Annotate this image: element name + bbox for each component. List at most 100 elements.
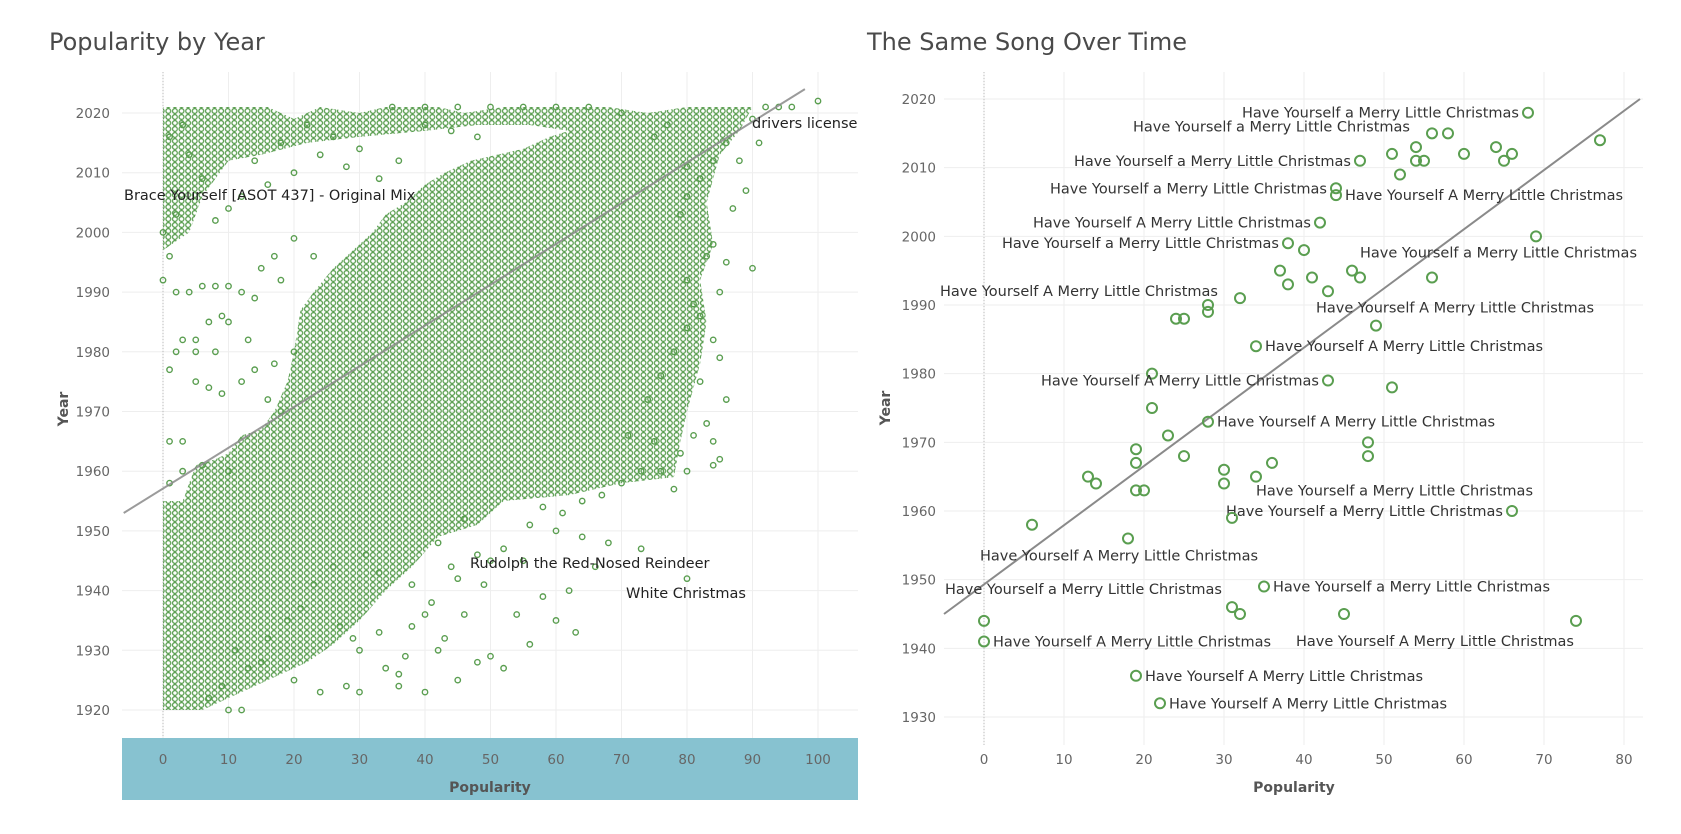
x-tick-label: 40 <box>1295 752 1312 768</box>
data-point <box>519 557 527 565</box>
data-point <box>618 479 625 487</box>
data-point <box>441 634 449 642</box>
data-point <box>1490 141 1502 154</box>
data-point <box>1090 477 1102 490</box>
data-point <box>670 485 678 493</box>
data-point <box>1386 381 1398 394</box>
y-tick-label: 1980 <box>902 367 936 383</box>
data-point <box>382 664 390 672</box>
data-point <box>257 658 265 666</box>
data-point <box>166 133 173 141</box>
data-point <box>205 694 213 702</box>
data-point <box>316 688 324 696</box>
data-point <box>1426 127 1438 140</box>
data-point <box>185 151 193 159</box>
data-point <box>192 336 200 344</box>
data-point <box>1306 271 1318 284</box>
data-point <box>329 133 337 141</box>
y-tick-label: 2010 <box>902 161 936 177</box>
data-point <box>480 581 488 589</box>
data-point <box>618 109 625 117</box>
scatter-chart-popularity-by-year: 0 10 20 30 40 50 60 70 80 90 100 1920 1930 1940 1950 19… <box>56 72 858 800</box>
data-point <box>1346 264 1358 277</box>
data-point <box>1282 237 1294 250</box>
point-label: Have Yourself a Merry Little Christmas <box>1273 580 1550 596</box>
data-point <box>729 205 737 212</box>
data-point <box>1370 319 1382 332</box>
data-point <box>696 175 704 183</box>
data-point <box>487 557 494 565</box>
data-point <box>591 563 599 571</box>
data-point <box>1162 429 1174 442</box>
data-point <box>559 509 566 517</box>
data-point <box>290 234 298 242</box>
data-point <box>1178 450 1190 463</box>
data-point <box>238 288 246 296</box>
y-axis-label: Year <box>878 391 894 427</box>
data-point <box>1362 436 1374 449</box>
data-point <box>1130 443 1142 456</box>
data-point <box>434 539 442 547</box>
trend-line <box>123 88 806 514</box>
data-point <box>1498 154 1510 167</box>
y-tick-label: 1920 <box>76 703 110 719</box>
data-point <box>277 139 285 147</box>
data-point <box>238 193 246 200</box>
data-point <box>434 646 442 654</box>
point-label: Have Yourself A Merry Little Christmas <box>1033 216 1311 232</box>
data-point <box>159 276 167 284</box>
data-point <box>1170 312 1182 325</box>
data-point <box>1218 477 1230 490</box>
x-axis-label: Popularity <box>449 780 531 796</box>
data-point <box>251 366 259 374</box>
y-tick-label: 1940 <box>76 584 110 600</box>
x-tick-label: 10 <box>220 752 237 768</box>
data-point <box>166 252 173 260</box>
data-point <box>663 121 671 129</box>
data-point <box>749 264 756 272</box>
data-point <box>762 103 769 111</box>
data-point <box>513 611 521 618</box>
point-label: Have Yourself A Merry Little Christmas <box>1265 339 1543 355</box>
data-point <box>454 676 462 684</box>
point-label: Have Yourself A Merry Little Christmas <box>1169 696 1447 712</box>
x-tick-label: 70 <box>1535 752 1552 768</box>
data-point <box>657 372 665 380</box>
data-point <box>565 587 573 594</box>
x-tick-label: 0 <box>980 752 989 768</box>
data-point <box>683 276 691 284</box>
point-label: Have Yourself a Merry Little Christmas <box>1256 484 1533 500</box>
data-point <box>1522 106 1534 119</box>
data-point <box>519 103 527 111</box>
data-point <box>290 676 298 684</box>
x-tick-label: 70 <box>613 752 630 768</box>
data-point <box>1258 580 1270 593</box>
data-point <box>290 169 298 177</box>
data-point <box>421 103 429 111</box>
y-tick-label: 1960 <box>902 504 936 520</box>
data-point <box>388 103 396 111</box>
data-point <box>1202 299 1214 311</box>
data-point <box>395 682 403 690</box>
data-point <box>310 252 318 260</box>
data-point <box>238 378 246 386</box>
data-point <box>1330 189 1342 202</box>
x-tick-label: 30 <box>1215 752 1232 768</box>
data-point <box>1322 285 1334 298</box>
data-point <box>473 658 481 666</box>
data-point <box>251 294 259 302</box>
data-point <box>375 569 383 577</box>
data-point <box>788 103 796 111</box>
data-point <box>978 614 990 627</box>
data-point <box>421 611 429 618</box>
data-point <box>277 276 285 284</box>
data-point <box>978 635 990 648</box>
point-label: Have Yourself A Merry Little Christmas <box>993 634 1271 650</box>
data-point <box>552 527 560 535</box>
y-tick-label: 1960 <box>76 464 110 480</box>
data-point <box>218 682 226 690</box>
data-point <box>1146 402 1158 414</box>
data-point <box>1026 518 1038 531</box>
data-point <box>270 252 278 260</box>
